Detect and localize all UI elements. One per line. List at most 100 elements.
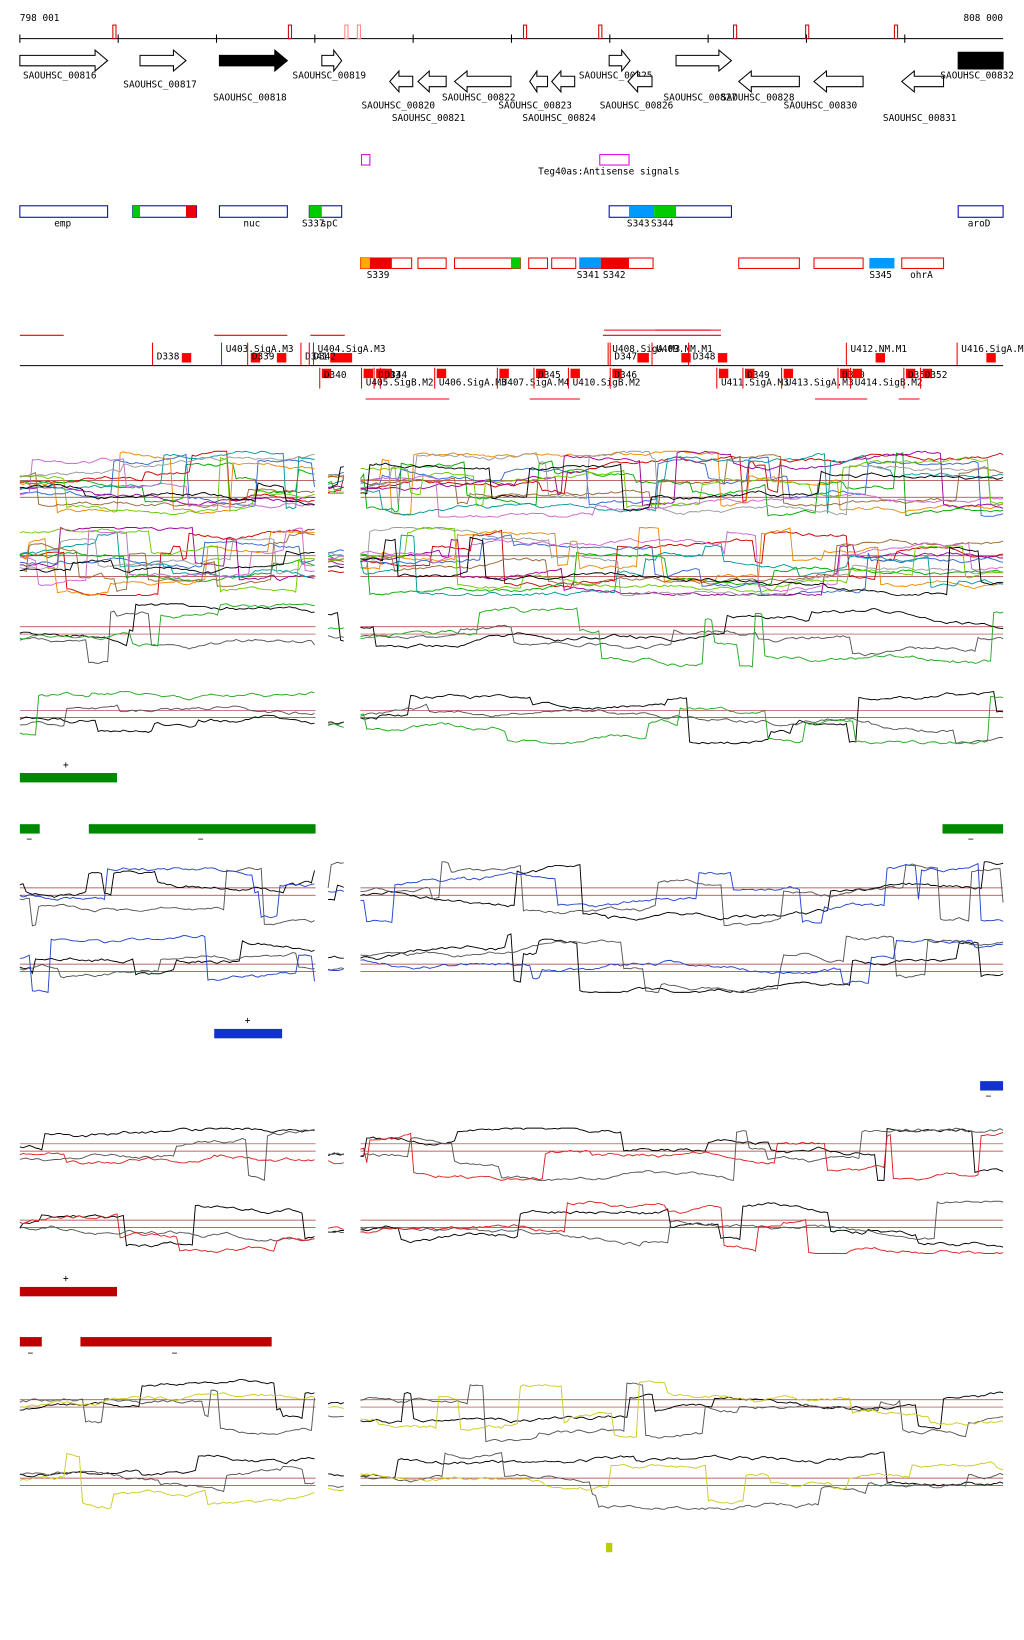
promoter-label: U413.SigA.M3 <box>786 377 854 388</box>
box <box>382 368 392 379</box>
strand-mark: − <box>27 1348 33 1359</box>
signal-trace <box>360 1127 1004 1181</box>
signal-trace <box>19 1127 315 1151</box>
gene-arrow <box>813 69 864 94</box>
signal-trace <box>19 550 315 574</box>
signal-trace <box>19 1465 315 1493</box>
segment-label: S339 <box>367 270 390 281</box>
signal-trace <box>360 703 1004 745</box>
box <box>783 368 794 379</box>
signal-trace <box>19 450 315 503</box>
box <box>454 257 521 269</box>
signal-trace <box>360 531 1004 593</box>
gene-label: SAOUHSC_00830 <box>784 101 858 112</box>
signal-trace <box>328 1230 344 1234</box>
strand-mark: + <box>63 1274 69 1285</box>
signal-trace <box>327 485 344 490</box>
signal-trace <box>328 612 344 642</box>
box <box>869 258 895 269</box>
signal-trace <box>328 723 344 728</box>
box <box>536 368 546 379</box>
box <box>901 257 945 269</box>
promoter-label: D349 <box>747 370 770 381</box>
signal-trace <box>327 861 344 889</box>
gene-label: SAOUHSC_00828 <box>721 92 795 103</box>
signal-trace <box>19 482 315 506</box>
signal-trace <box>19 1128 315 1181</box>
box <box>330 353 340 363</box>
box <box>276 353 287 363</box>
box <box>342 353 353 363</box>
signal-trace <box>327 490 344 495</box>
signal-trace <box>360 1461 1004 1505</box>
gene-arrow <box>900 69 945 94</box>
box <box>681 353 691 363</box>
gene-label: SAOUHSC_00831 <box>883 113 957 124</box>
signal-trace <box>328 1473 344 1477</box>
promoter-label: D341 <box>305 351 328 362</box>
box <box>218 205 288 218</box>
box <box>579 258 601 269</box>
signal-trace <box>360 933 1004 993</box>
signal-trace <box>360 534 1004 597</box>
start-coord: 798 001 <box>20 13 60 24</box>
box <box>551 257 577 269</box>
promoter-label: U416.SigA.M <box>961 344 1024 355</box>
gene-arrow <box>529 69 549 94</box>
signal-trace <box>328 968 344 971</box>
gene-label: SAOUHSC_00823 <box>498 101 572 112</box>
signal-trace <box>19 486 315 506</box>
signal-trace <box>19 472 315 508</box>
end-coord: 808 000 <box>964 13 1004 24</box>
box <box>745 368 755 379</box>
gene-label: SAOUHSC_00825 <box>579 70 653 81</box>
box <box>813 257 864 269</box>
box <box>639 353 649 363</box>
signal-trace <box>360 1202 1004 1248</box>
promoter-label: U414.SigB.M2 <box>855 377 923 388</box>
signal-trace <box>19 530 315 596</box>
signal-trace <box>360 536 1004 596</box>
feature-label: S344 <box>651 219 674 230</box>
signal-trace <box>19 1392 315 1408</box>
segment-label: S342 <box>603 270 626 281</box>
strand-bar <box>19 772 118 783</box>
strand-bar <box>942 824 1004 834</box>
box <box>287 24 293 40</box>
feature-label: emp <box>54 219 71 230</box>
signal-trace <box>19 867 315 919</box>
strand-mark: + <box>63 760 69 771</box>
strand-bar <box>606 1542 613 1553</box>
box <box>612 368 622 379</box>
signal-trace <box>328 557 344 563</box>
signal-trace <box>360 861 1004 926</box>
gene-label: SAOUHSC_00822 <box>442 92 516 103</box>
signal-trace <box>328 1485 344 1488</box>
signal-trace <box>19 610 315 665</box>
box <box>805 24 810 40</box>
signal-trace <box>360 624 1004 657</box>
signal-trace <box>360 1451 1004 1487</box>
signal-trace <box>19 527 315 586</box>
promoter-label: D340 <box>324 370 347 381</box>
promoter-label: D344 <box>385 370 408 381</box>
signal-trace <box>19 532 315 593</box>
gene-arrow <box>737 69 800 94</box>
box <box>360 258 370 269</box>
signal-trace <box>328 466 344 488</box>
promoter-label: D342 <box>313 351 336 362</box>
signal-trace <box>19 528 315 596</box>
signal-trace <box>360 1200 1004 1254</box>
signal-trace <box>360 456 1004 509</box>
box <box>321 368 332 379</box>
signal-trace <box>360 538 1004 596</box>
signal-trace <box>360 450 1004 516</box>
segment-label: S341 <box>577 270 600 281</box>
box <box>132 205 141 218</box>
gene-label: SAOUHSC_00817 <box>123 80 197 91</box>
box <box>598 24 603 40</box>
feature-label: S343 <box>627 219 650 230</box>
signal-trace <box>19 1379 315 1420</box>
signal-trace <box>328 549 344 554</box>
